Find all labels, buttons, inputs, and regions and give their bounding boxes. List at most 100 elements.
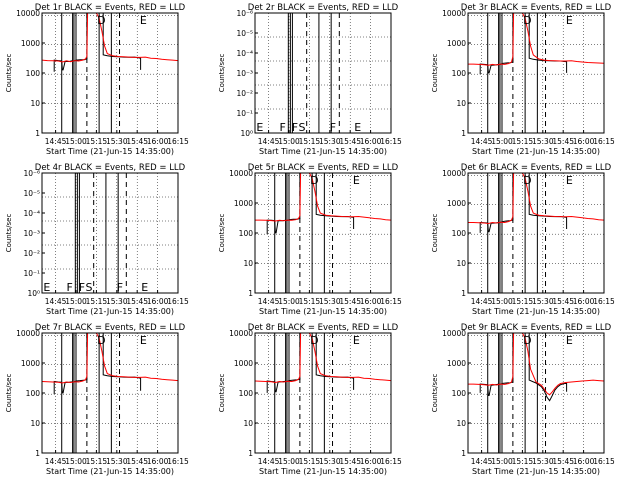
x-tick-label: 16:15 xyxy=(167,457,189,466)
y-tick-label: 10000 xyxy=(16,329,40,338)
y-tick-label: 10000 xyxy=(229,329,253,338)
x-tick-label: 15:00 xyxy=(278,457,300,466)
x-tick-label: 15:30 xyxy=(319,457,341,466)
flag-d: D xyxy=(523,334,531,347)
flag-e: E xyxy=(43,281,50,294)
x-tick-label: 15:45 xyxy=(339,457,361,466)
y-tick-label: 10 xyxy=(456,99,466,108)
y-tick-label: 100 xyxy=(452,229,467,238)
x-axis-label: Start Time (21-Jun-15 14:35:00) xyxy=(46,307,174,316)
y-axis-label: Counts/sec xyxy=(218,214,226,253)
y-tick-label: 10⁻⁵ xyxy=(23,189,40,198)
flag-e: E xyxy=(353,334,360,347)
y-tick-label: 10⁻¹ xyxy=(23,269,40,278)
x-tick-label: 16:00 xyxy=(573,137,595,146)
y-tick-label: 100 xyxy=(452,389,467,398)
y-tick-label: 10⁻⁶ xyxy=(23,169,40,178)
flag-f: F xyxy=(330,121,336,134)
x-tick-label: 14:45 xyxy=(258,137,280,146)
flag-e: E xyxy=(566,334,573,347)
series-lld xyxy=(468,173,604,225)
flag-f: F xyxy=(279,121,285,134)
y-tick-label: 10⁻⁵ xyxy=(236,29,253,38)
flag-d: D xyxy=(523,14,531,27)
y-tick-label: 1 xyxy=(461,289,466,298)
x-tick-label: 15:30 xyxy=(319,297,341,306)
x-tick-label: 14:45 xyxy=(45,457,67,466)
x-tick-label: 15:00 xyxy=(491,457,513,466)
y-tick-label: 100 xyxy=(239,229,254,238)
x-tick-label: 16:15 xyxy=(380,137,402,146)
x-tick-label: 16:00 xyxy=(573,297,595,306)
x-tick-label: 16:15 xyxy=(167,297,189,306)
x-tick-label: 15:15 xyxy=(299,137,321,146)
x-axis-label: Start Time (21-Jun-15 14:35:00) xyxy=(472,147,600,156)
x-tick-label: 15:30 xyxy=(532,297,554,306)
y-tick-label: 10000 xyxy=(442,9,466,18)
x-tick-label: 16:00 xyxy=(147,297,169,306)
x-tick-label: 16:00 xyxy=(360,297,382,306)
x-tick-label: 15:00 xyxy=(278,297,300,306)
x-tick-label: 16:15 xyxy=(167,137,189,146)
x-tick-label: 15:15 xyxy=(512,137,534,146)
flag-s: S xyxy=(299,121,306,134)
x-tick-label: 15:15 xyxy=(299,297,321,306)
panel-title: Det 1r BLACK = Events, RED = LLD xyxy=(35,3,186,13)
y-tick-label: 1000 xyxy=(21,39,40,48)
y-axis-label: Counts/sec xyxy=(218,54,226,93)
series-lld xyxy=(255,333,391,384)
y-tick-label: 10 xyxy=(30,419,40,428)
y-tick-label: 10⁰ xyxy=(240,129,253,138)
y-tick-label: 10 xyxy=(456,419,466,428)
y-tick-label: 10000 xyxy=(442,169,466,178)
flag-f: F xyxy=(66,281,72,294)
x-tick-label: 15:45 xyxy=(126,137,148,146)
x-tick-label: 15:45 xyxy=(552,137,574,146)
series-lld xyxy=(42,13,178,63)
y-tick-label: 10⁻² xyxy=(23,249,40,258)
y-tick-label: 10⁻⁴ xyxy=(23,209,40,218)
y-tick-label: 1 xyxy=(461,449,466,458)
x-axis-label: Start Time (21-Jun-15 14:35:00) xyxy=(46,467,174,476)
x-tick-label: 14:45 xyxy=(258,457,280,466)
flag-d: D xyxy=(310,174,318,187)
y-axis-label: Counts/sec xyxy=(218,374,226,413)
x-tick-label: 16:15 xyxy=(593,297,615,306)
flag-e: E xyxy=(353,174,360,187)
panel-title: Det 6r BLACK = Events, RED = LLD xyxy=(461,163,612,173)
flag-d: D xyxy=(310,334,318,347)
y-axis-label: Counts/sec xyxy=(5,214,13,253)
x-tick-label: 15:15 xyxy=(86,457,108,466)
flag-e: E xyxy=(256,121,263,134)
series-events xyxy=(479,333,568,402)
x-tick-label: 15:45 xyxy=(552,457,574,466)
x-tick-label: 15:30 xyxy=(319,137,341,146)
y-tick-label: 1 xyxy=(461,129,466,138)
panel-title: Det 9r BLACK = Events, RED = LLD xyxy=(461,323,612,333)
flag-s: S xyxy=(86,281,93,294)
x-tick-label: 15:00 xyxy=(491,137,513,146)
x-tick-label: 15:00 xyxy=(65,137,87,146)
x-tick-label: 14:45 xyxy=(45,297,67,306)
x-tick-label: 15:45 xyxy=(339,297,361,306)
y-tick-label: 10⁻⁴ xyxy=(236,49,253,58)
x-tick-label: 16:00 xyxy=(573,457,595,466)
y-tick-label: 1000 xyxy=(447,39,466,48)
panel-det-2: E F F S F E14:4515:0015:1515:3015:4516:0016:1… xyxy=(218,3,402,156)
y-tick-label: 1 xyxy=(248,289,253,298)
x-tick-label: 16:15 xyxy=(593,137,615,146)
flag-f: F xyxy=(292,121,298,134)
x-axis-label: Start Time (21-Jun-15 14:35:00) xyxy=(259,147,387,156)
y-tick-label: 10⁻³ xyxy=(236,69,253,78)
flag-e: E xyxy=(140,334,147,347)
x-tick-label: 15:15 xyxy=(512,457,534,466)
y-tick-label: 10 xyxy=(456,259,466,268)
x-tick-label: 16:15 xyxy=(380,457,402,466)
y-tick-label: 1000 xyxy=(21,359,40,368)
flag-f: F xyxy=(117,281,123,294)
